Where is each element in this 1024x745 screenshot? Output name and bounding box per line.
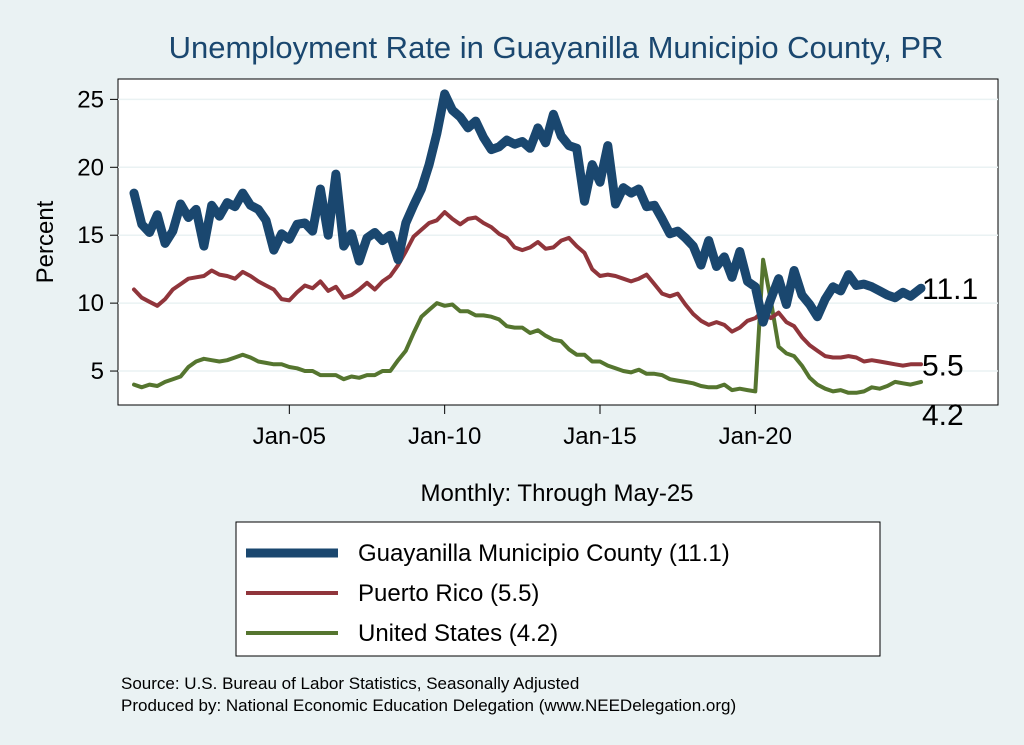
source-line: Source: U.S. Bureau of Labor Statistics,… [121,674,579,693]
y-axis: 5 10 15 20 25 [77,86,118,385]
legend-label: Puerto Rico (5.5) [358,580,539,607]
legend-label: Guayanilla Municipio County (11.1) [358,540,730,567]
y-tick-label: 15 [77,222,104,249]
gridlines [118,98,998,372]
x-tick-label: Jan-10 [408,423,481,450]
end-label-united-states: 4.2 [922,399,964,432]
end-label-puerto-rico: 5.5 [922,349,964,382]
x-axis-title: Monthly: Through May-25 [420,480,693,507]
end-labels: 11.1 5.5 4.2 [922,273,978,432]
x-axis: Jan-05 Jan-10 Jan-15 Jan-20 [253,405,792,450]
x-tick-label: Jan-15 [563,423,636,450]
y-tick-label: 25 [77,86,104,113]
chart-title: Unemployment Rate in Guayanilla Municipi… [169,30,944,65]
y-axis-title: Percent [32,200,59,283]
x-tick-label: Jan-20 [719,423,792,450]
y-tick-label: 20 [77,154,104,181]
series-line-puerto-rico [132,210,923,368]
end-label-guayanilla: 11.1 [922,273,978,306]
series-line-guayanilla [129,89,926,327]
series-line-united-states [132,257,923,395]
legend-box [235,521,881,657]
legend-label: United States (4.2) [358,620,558,647]
series-layer [129,89,926,395]
y-tick-label: 10 [77,290,104,317]
legend: Guayanilla Municipio County (11.1) Puerto… [246,540,730,647]
x-tick-label: Jan-05 [253,423,326,450]
y-tick-label: 5 [91,358,104,385]
produced-by-line: Produced by: National Economic Education… [121,696,736,715]
